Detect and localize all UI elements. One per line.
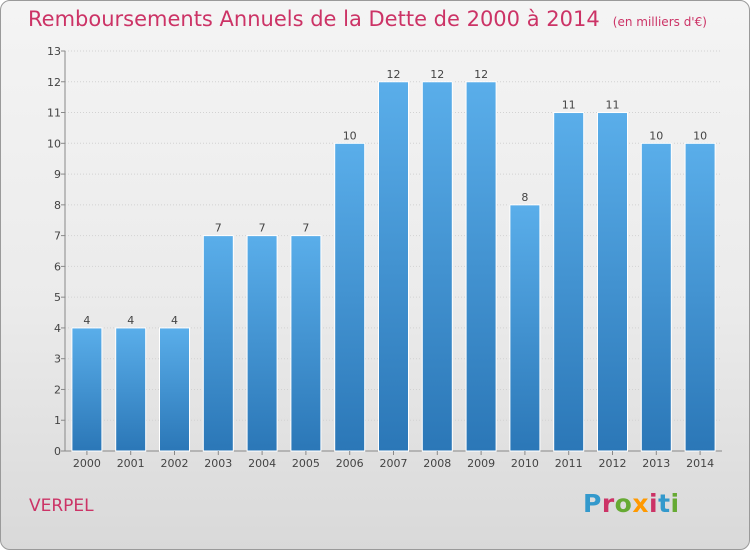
bar-value-label: 4	[127, 314, 134, 327]
y-tick-label: 10	[47, 137, 61, 150]
logo-letter: t	[658, 489, 671, 518]
y-tick-label: 6	[54, 260, 61, 273]
x-tick-label: 2012	[599, 457, 627, 470]
y-tick-label: 9	[54, 168, 61, 181]
x-tick-label: 2000	[73, 457, 101, 470]
bar-2010	[509, 204, 541, 452]
bar-2002	[159, 327, 190, 452]
bar-2003	[202, 235, 234, 452]
logo-letter: o	[614, 489, 633, 518]
bar-value-label: 7	[302, 222, 309, 235]
y-tick-label: 5	[54, 291, 61, 304]
bar-2008	[421, 81, 453, 452]
y-tick-label: 4	[54, 322, 61, 335]
commune-name: VERPEL	[29, 496, 94, 516]
bar-value-label: 12	[474, 68, 488, 81]
bar-value-label: 11	[606, 99, 620, 112]
y-tick-label: 8	[54, 199, 61, 212]
x-tick-label: 2014	[686, 457, 714, 470]
bar-value-label: 10	[343, 129, 357, 142]
x-tick-label: 2005	[292, 457, 320, 470]
proxiti-logo: Proxiti	[583, 489, 680, 518]
logo-letter: P	[583, 489, 602, 518]
bar-2011	[553, 112, 585, 452]
y-tick-label: 12	[47, 76, 61, 89]
x-tick-label: 2002	[161, 457, 189, 470]
y-tick-label: 0	[54, 445, 61, 458]
bar-2004	[246, 235, 278, 452]
bar-value-label: 12	[387, 68, 401, 81]
x-tick-label: 2004	[248, 457, 276, 470]
bar-2009	[465, 81, 497, 452]
x-tick-label: 2013	[642, 457, 670, 470]
y-tick-label: 1	[54, 414, 61, 427]
bar-2014	[684, 142, 716, 452]
logo-letter: i	[649, 489, 659, 518]
y-tick-label: 3	[54, 353, 61, 366]
bar-2012	[597, 112, 628, 452]
y-tick-label: 13	[47, 45, 61, 58]
x-tick-label: 2003	[204, 457, 232, 470]
bar-value-label: 10	[649, 129, 663, 142]
x-tick-label: 2011	[555, 457, 583, 470]
bar-value-label: 4	[171, 314, 178, 327]
bar-2001	[115, 327, 147, 452]
bar-value-label: 7	[215, 222, 222, 235]
logo-letter: i	[670, 489, 680, 518]
bar-value-label: 11	[562, 99, 576, 112]
bar-2006	[334, 142, 366, 452]
logo-letter: x	[632, 489, 649, 518]
x-tick-label: 2006	[336, 457, 364, 470]
bar-2005	[290, 235, 322, 452]
bar-value-label: 4	[83, 314, 90, 327]
y-tick-label: 11	[47, 107, 61, 120]
bar-2000	[71, 327, 103, 452]
y-tick-label: 2	[54, 383, 61, 396]
bar-value-label: 7	[259, 222, 266, 235]
bar-value-label: 12	[430, 68, 444, 81]
x-tick-label: 2009	[467, 457, 495, 470]
bar-2007	[378, 81, 409, 452]
x-tick-label: 2001	[117, 457, 145, 470]
bar-value-label: 8	[521, 191, 528, 204]
chart-title-text: Remboursements Annuels de la Dette de 20…	[28, 7, 600, 31]
logo-letter: r	[601, 489, 615, 518]
x-tick-label: 2010	[511, 457, 539, 470]
x-tick-label: 2008	[423, 457, 451, 470]
x-tick-label: 2007	[380, 457, 408, 470]
chart-title: Remboursements Annuels de la Dette de 20…	[28, 7, 707, 31]
chart-unit: (en milliers d'€)	[612, 15, 707, 29]
bar-value-label: 10	[693, 129, 707, 142]
bar-2013	[640, 142, 672, 452]
y-tick-label: 7	[54, 230, 61, 243]
